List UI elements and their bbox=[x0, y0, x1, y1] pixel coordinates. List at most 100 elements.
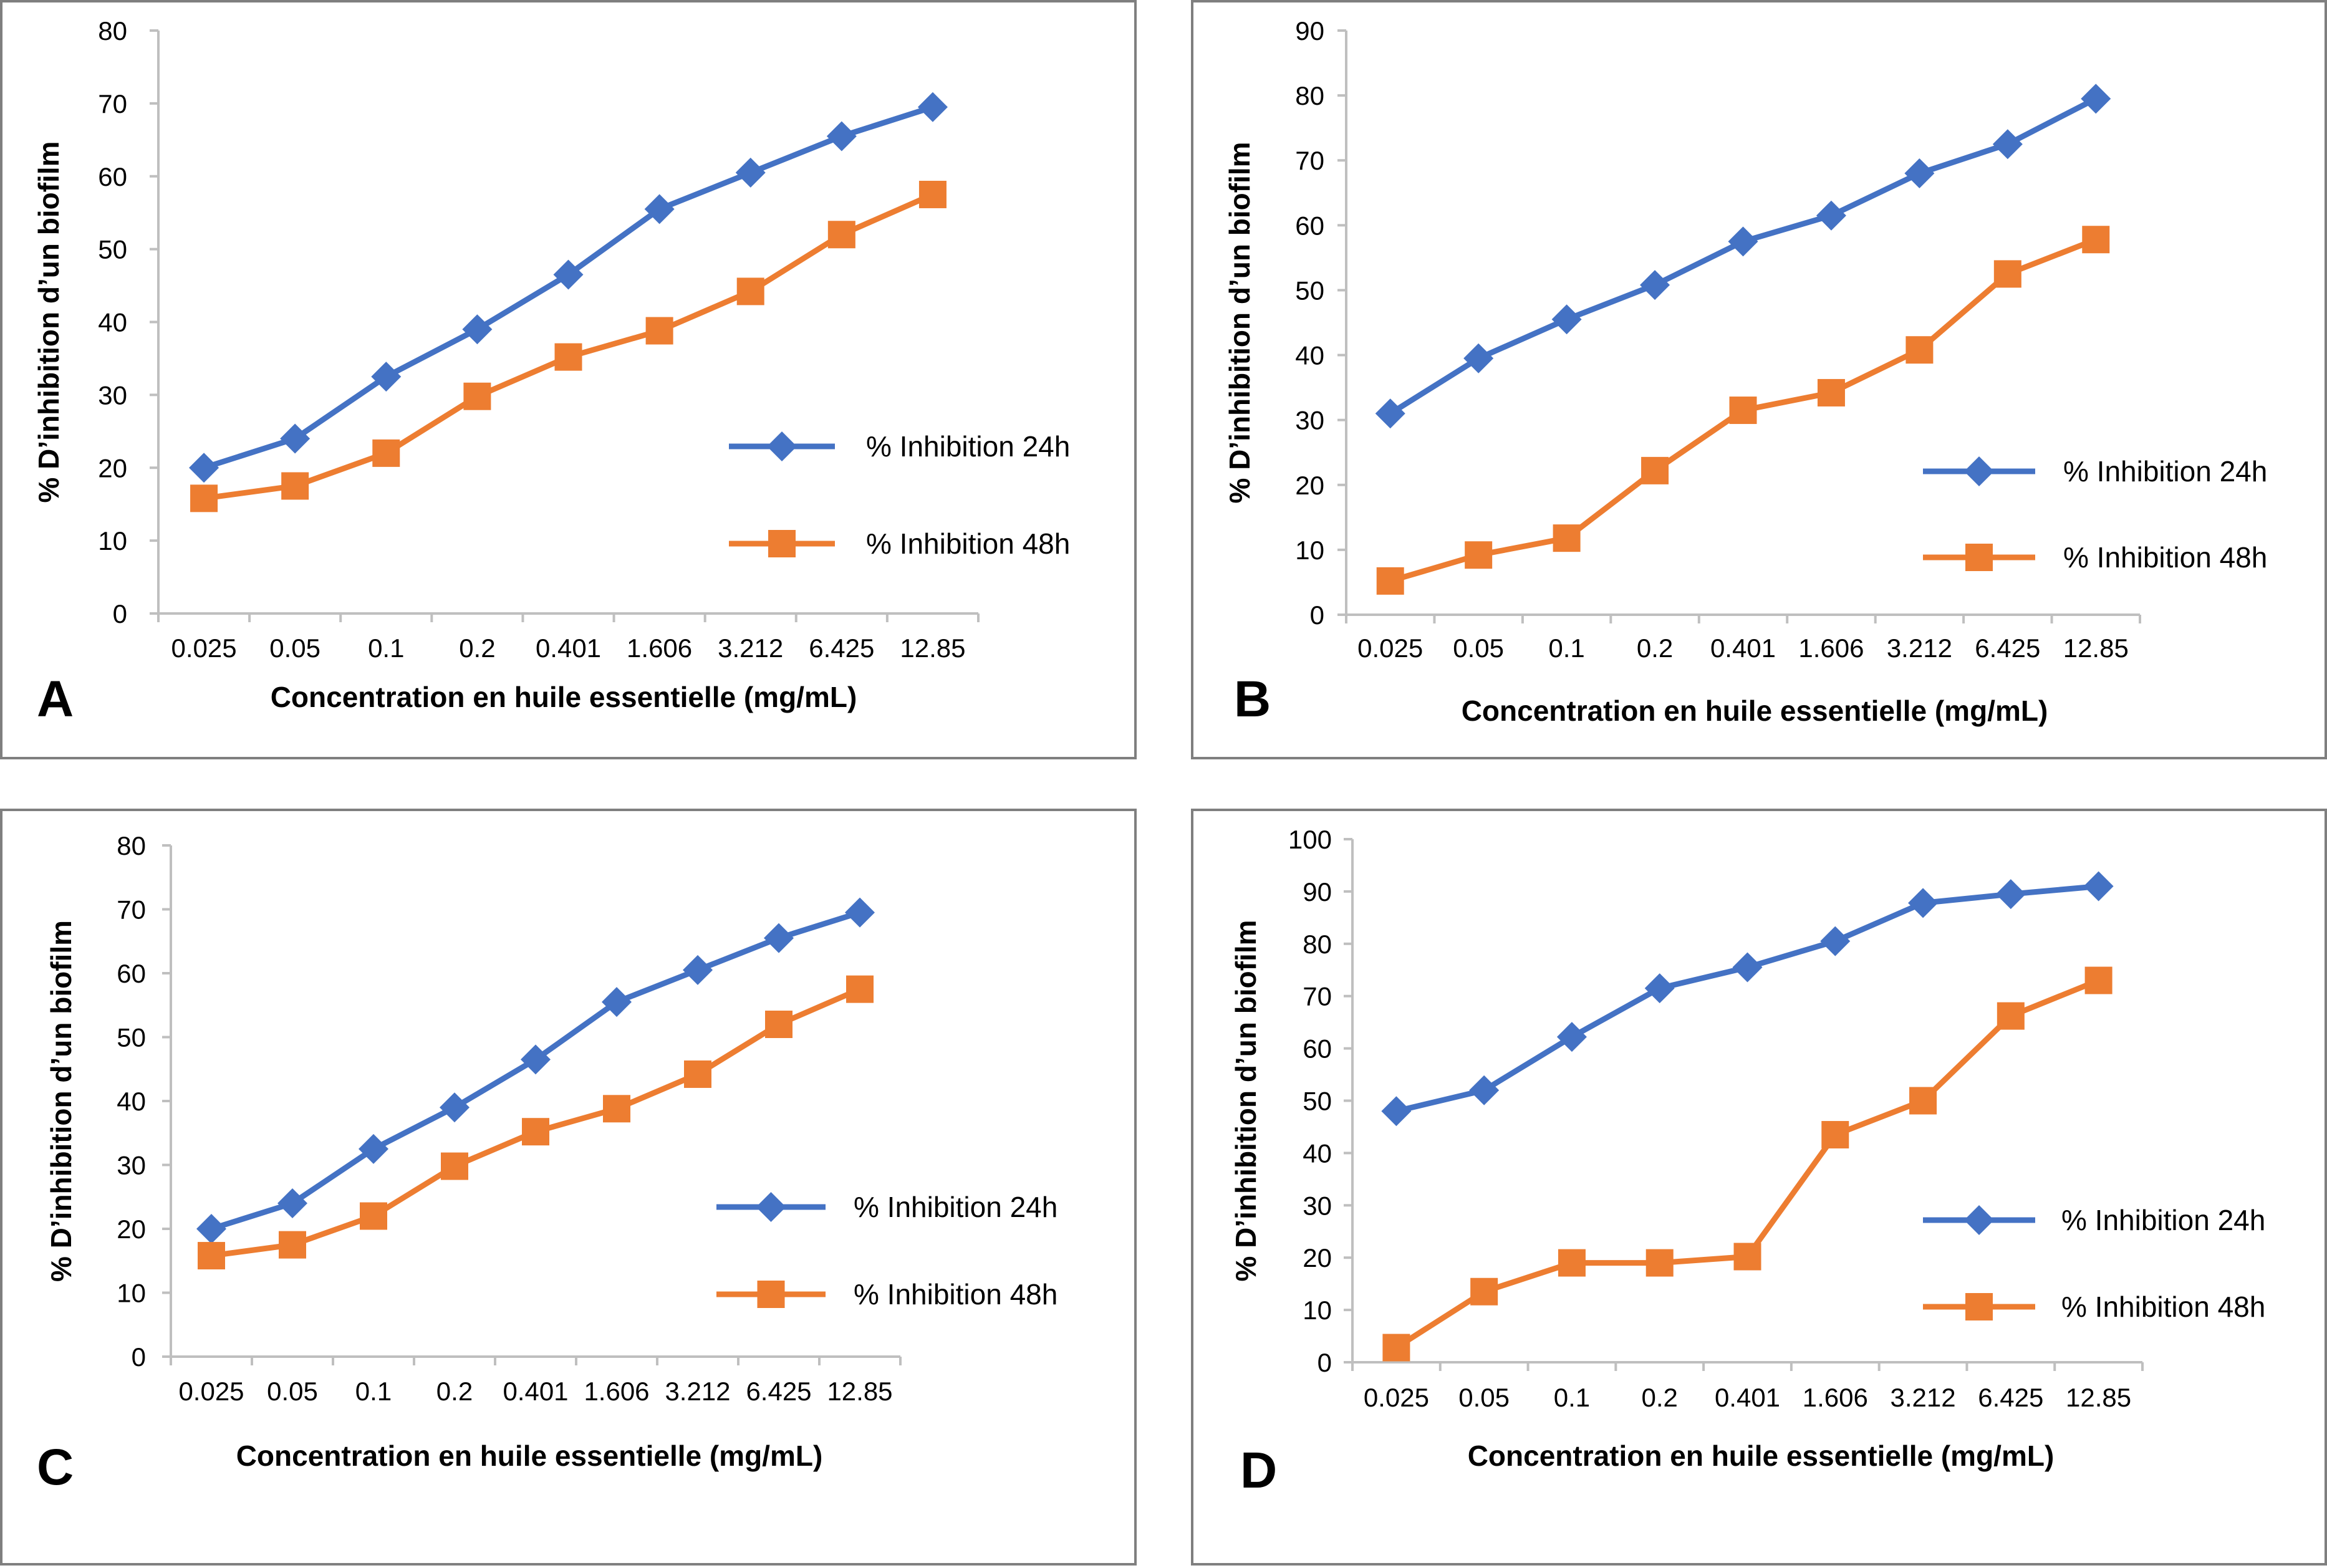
data-point-marker bbox=[917, 92, 948, 122]
data-point-marker bbox=[1995, 879, 2026, 910]
data-point-marker bbox=[553, 259, 584, 290]
y-axis-title: % D’inhibition d’un biofilm bbox=[45, 920, 77, 1282]
legend-label: % Inhibition 48h bbox=[854, 1278, 1058, 1311]
chart-svg: 0 10 20 30 40 50 60 70 80 0.025 0.05 0.1 0.2 0.401 1.6… bbox=[37, 831, 1058, 1496]
data-point-marker bbox=[1908, 888, 1939, 918]
data-point-marker bbox=[463, 382, 491, 410]
x-tick-label: 3.212 bbox=[718, 633, 783, 663]
legend-label: % Inhibition 48h bbox=[866, 527, 1070, 560]
data-point-marker bbox=[372, 439, 400, 467]
x-axis-title: Concentration en huile essentielle (mg/m… bbox=[271, 681, 857, 713]
data-point-marker bbox=[603, 1095, 630, 1123]
data-point-marker bbox=[1997, 1002, 2025, 1030]
data-point-marker bbox=[1728, 226, 1758, 257]
data-point-marker bbox=[736, 277, 764, 305]
y-tick-label: 10 bbox=[98, 526, 127, 556]
x-tick-label: 0.401 bbox=[536, 633, 601, 663]
legend-marker bbox=[757, 1281, 785, 1308]
x-tick-label: 0.05 bbox=[1458, 1383, 1510, 1412]
data-point-marker bbox=[826, 121, 857, 152]
legend-marker bbox=[1965, 544, 1993, 571]
y-tick-label: 60 bbox=[1295, 211, 1324, 240]
data-point-marker bbox=[2084, 966, 2113, 994]
legend-marker bbox=[768, 530, 796, 557]
data-point-marker bbox=[1465, 541, 1493, 569]
data-point-marker bbox=[280, 423, 311, 454]
data-point-marker bbox=[1463, 343, 1494, 373]
y-tick-label: 10 bbox=[1295, 536, 1324, 565]
x-tick-label: 0.1 bbox=[1554, 1383, 1590, 1412]
y-tick-label: 50 bbox=[1295, 276, 1324, 305]
data-point-marker bbox=[1993, 260, 2021, 288]
data-point-marker bbox=[1732, 952, 1763, 983]
data-point-marker bbox=[1375, 398, 1405, 429]
y-axis-title: % D’inhibition d’un biofilm bbox=[1230, 920, 1262, 1281]
data-point-marker bbox=[1556, 1022, 1587, 1052]
data-point-marker bbox=[684, 1060, 711, 1088]
data-point-marker bbox=[371, 362, 402, 392]
legend-marker bbox=[756, 1192, 786, 1222]
x-tick-label: 0.025 bbox=[178, 1377, 244, 1406]
data-point-marker bbox=[1909, 1087, 1937, 1115]
legend-label: % Inhibition 24h bbox=[854, 1191, 1058, 1223]
data-point-marker bbox=[827, 221, 855, 249]
data-point-marker bbox=[735, 157, 766, 188]
y-tick-label: 100 bbox=[1288, 825, 1332, 854]
data-point-marker bbox=[1381, 1096, 1412, 1127]
y-tick-label: 20 bbox=[98, 453, 127, 483]
data-point-marker bbox=[2082, 226, 2110, 254]
x-tick-label: 0.2 bbox=[1637, 633, 1673, 663]
data-point-marker bbox=[1641, 456, 1669, 484]
y-tick-label: 90 bbox=[1295, 16, 1324, 46]
legend-marker bbox=[1964, 456, 1994, 486]
series-line bbox=[1395, 883, 2099, 1114]
data-point-marker bbox=[1817, 378, 1845, 406]
x-tick-label: 12.85 bbox=[900, 633, 965, 663]
x-tick-label: 3.212 bbox=[665, 1377, 730, 1406]
legend-label: % Inhibition 48h bbox=[2061, 1291, 2265, 1323]
y-tick-label: 10 bbox=[1303, 1296, 1332, 1325]
data-point-marker bbox=[198, 1242, 225, 1270]
data-point-marker bbox=[1645, 1249, 1674, 1277]
data-point-marker bbox=[1820, 926, 1851, 956]
x-tick-label: 0.2 bbox=[1642, 1383, 1678, 1412]
panel-letter: C bbox=[37, 1439, 74, 1496]
legend-label: % Inhibition 24h bbox=[2063, 455, 2267, 488]
data-point-marker bbox=[2083, 871, 2114, 902]
x-tick-label: 0.025 bbox=[1357, 633, 1423, 663]
data-point-marker bbox=[765, 1011, 793, 1038]
data-point-marker bbox=[1382, 1334, 1410, 1362]
data-point-marker bbox=[281, 472, 309, 500]
data-point-marker bbox=[918, 180, 947, 208]
y-tick-label: 0 bbox=[132, 1342, 146, 1372]
data-point-marker bbox=[279, 1231, 306, 1259]
y-tick-label: 80 bbox=[98, 16, 127, 46]
data-point-marker bbox=[1733, 1243, 1761, 1271]
data-point-marker bbox=[277, 1188, 307, 1218]
data-point-marker bbox=[1551, 304, 1582, 335]
data-point-marker bbox=[196, 1214, 226, 1244]
y-tick-label: 60 bbox=[117, 959, 146, 988]
data-point-marker bbox=[846, 975, 874, 1003]
data-point-marker bbox=[764, 923, 794, 953]
x-tick-label: 0.05 bbox=[1453, 633, 1504, 663]
panel-letter: D bbox=[1240, 1442, 1277, 1499]
data-point-marker bbox=[441, 1152, 468, 1180]
data-point-marker bbox=[189, 453, 219, 483]
data-point-marker bbox=[1992, 129, 2023, 160]
x-tick-label: 0.401 bbox=[503, 1377, 568, 1406]
legend-label: % Inhibition 24h bbox=[2061, 1204, 2265, 1236]
y-tick-label: 20 bbox=[1303, 1243, 1332, 1272]
x-tick-label: 0.025 bbox=[1364, 1383, 1429, 1412]
y-tick-label: 50 bbox=[98, 235, 127, 264]
chart-panel-a: 0 10 20 30 40 50 60 70 80 0.025 0.05 0.1 0.2 0.401 1.6… bbox=[0, 0, 1137, 759]
y-tick-label: 70 bbox=[1295, 146, 1324, 175]
legend-label: % Inhibition 48h bbox=[2063, 541, 2267, 574]
y-tick-label: 40 bbox=[117, 1087, 146, 1116]
y-tick-label: 90 bbox=[1303, 877, 1332, 907]
data-point-marker bbox=[462, 314, 493, 345]
y-tick-label: 50 bbox=[1303, 1087, 1332, 1116]
y-tick-label: 40 bbox=[98, 308, 127, 337]
data-point-marker bbox=[683, 955, 713, 985]
data-point-marker bbox=[1640, 270, 1670, 301]
